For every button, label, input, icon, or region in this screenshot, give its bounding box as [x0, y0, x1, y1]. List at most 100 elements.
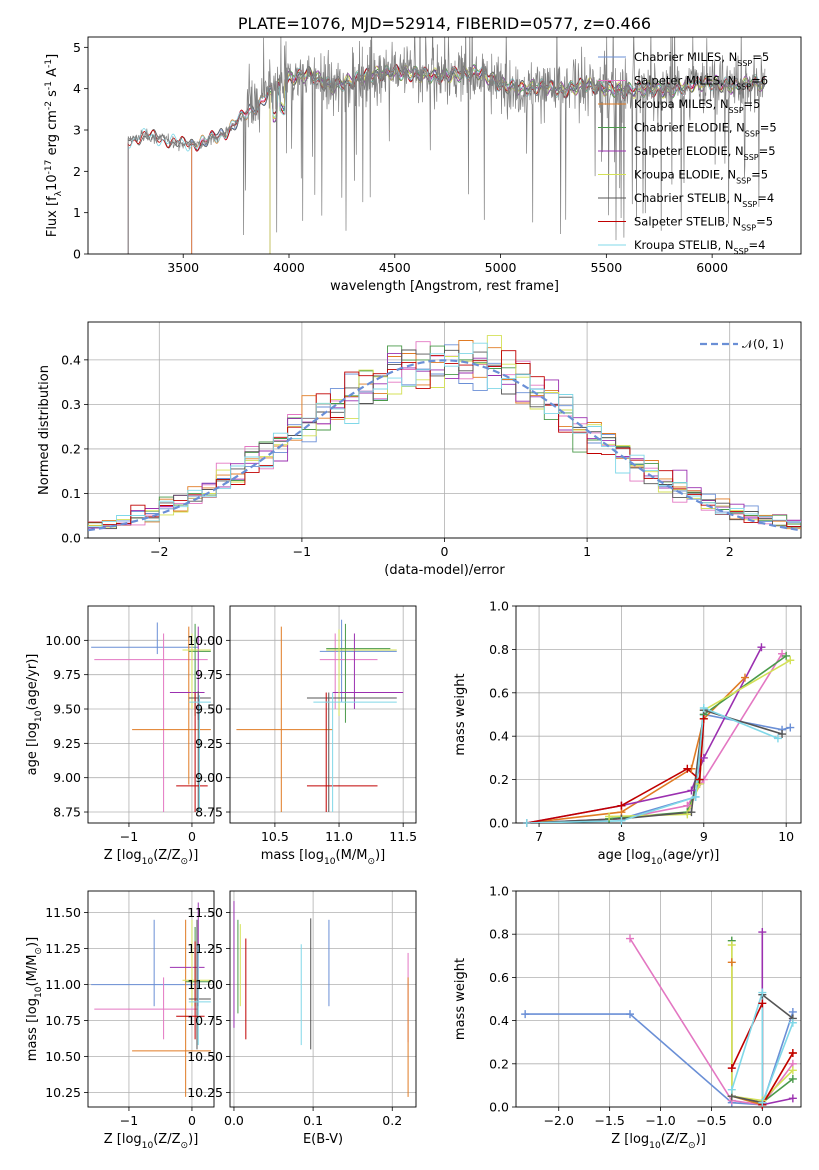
- x-tick-label: 2: [726, 544, 734, 559]
- x-tick-label: 9: [700, 829, 708, 844]
- mass-weight-point: [778, 730, 787, 739]
- mass-weight-point: [727, 1085, 736, 1094]
- y-tick-label: 0: [73, 247, 81, 262]
- y-tick-label: 10.50: [45, 1049, 81, 1064]
- y-tick-label: 0.6: [489, 685, 509, 700]
- axes-frame: [229, 890, 417, 1108]
- x-axis-label: Z [log10(Z/Z⊙)]: [104, 848, 199, 867]
- y-tick-label: 0.8: [489, 927, 509, 942]
- mass-weight-point: [699, 753, 708, 762]
- x-tick-label: 11.0: [325, 829, 353, 844]
- legend-entry: Salpeter MILES, NSSP=6: [634, 74, 768, 92]
- gaussian-legend: 𝒩(0, 1): [700, 337, 784, 351]
- axes-frame: [515, 605, 802, 824]
- y-tick-label: 10.25: [187, 1085, 223, 1100]
- residuals-panel: −2 −1 0 1 2 0.0 0.1 0.2 0.3 0.4 (data-model)/error…: [37, 321, 802, 578]
- mass-weight-line: [731, 992, 794, 1103]
- legend-entry: Chabrier STELIB, NSSP=4: [634, 191, 774, 209]
- x-axis-label: Z [log10(Z/Z⊙)]: [104, 1132, 199, 1151]
- mass-weight-point: [788, 1066, 797, 1075]
- axes-frame: [87, 605, 215, 824]
- gaussian-curve: [88, 359, 801, 532]
- mass-weight-point: [778, 649, 787, 658]
- mass-weight-point: [605, 812, 614, 821]
- mass-weight-point: [788, 1094, 797, 1103]
- mass-weight-line: [526, 706, 779, 823]
- x-tick-label: −1.0: [645, 1113, 675, 1128]
- y-tick-label: 10.00: [187, 633, 223, 648]
- x-tick-label: −0.5: [696, 1113, 726, 1128]
- mass-weight-point: [522, 819, 531, 827]
- y-tick-label: 2: [73, 164, 81, 179]
- x-tick-label: −1: [120, 1113, 138, 1128]
- y-axis-label: Flux [fλ10-17 erg cm-2 s-1 A-1]: [44, 54, 64, 237]
- mass-weight-line: [731, 945, 794, 1102]
- mass-weight-point: [758, 999, 767, 1008]
- mass-weight-point: [521, 1010, 530, 1019]
- y-tick-label: 9.25: [53, 736, 81, 751]
- x-axis-label: E(B-V): [303, 1132, 343, 1147]
- mass-weight-point: [683, 764, 692, 773]
- y-tick-label: 9.00: [53, 770, 81, 785]
- mass-weight-point: [687, 808, 696, 817]
- legend-entry: Chabrier MILES, NSSP=5: [634, 50, 769, 68]
- mass-weight-point: [691, 792, 700, 801]
- y-tick-label: 4: [73, 81, 81, 96]
- legend-entry: Kroupa STELIB, NSSP=4: [634, 238, 765, 256]
- y-tick-label: 0.2: [489, 1056, 509, 1071]
- weight-vs-age-panel: 7 8 9 10 0.0 0.2 0.4 0.6 0.8 1.0 age [log10(age/yr…: [453, 599, 802, 867]
- mass-weight-point: [727, 1064, 736, 1073]
- y-tick-label: 1: [73, 205, 81, 220]
- x-tick-label: 0.0: [224, 1113, 244, 1128]
- legend-entry: Kroupa MILES, NSSP=5: [634, 97, 760, 115]
- mass-weight-point: [758, 928, 767, 937]
- y-tick-label: 0.4: [61, 352, 81, 367]
- axes-frame: [87, 890, 215, 1108]
- mass-weight-line: [609, 655, 787, 820]
- y-tick-label: 11.50: [45, 905, 81, 920]
- age-vs-Z-panel: −1 0 8.75 9.00 9.25 9.50 9.75 10.00 Z [log10(Z/Z…: [25, 605, 215, 867]
- residual-histogram: [88, 342, 801, 528]
- legend-entry: Salpeter STELIB, NSSP=5: [634, 215, 773, 233]
- mass-weight-point: [683, 810, 692, 819]
- y-tick-label: 10.00: [45, 633, 81, 648]
- x-tick-label: 11.5: [389, 829, 417, 844]
- y-tick-label: 8.75: [53, 805, 81, 820]
- mass-weight-point: [626, 1010, 634, 1019]
- y-tick-label: 0.3: [61, 397, 81, 412]
- mass-weight-line: [526, 677, 746, 823]
- legend-entry: 𝒩(0, 1): [742, 337, 784, 351]
- y-tick-label: 0.1: [61, 486, 81, 501]
- x-tick-label: 4000: [273, 260, 305, 275]
- y-tick-label: 9.75: [53, 667, 81, 682]
- x-tick-label: 4500: [379, 260, 411, 275]
- mass-vs-EBV-panel: 0.0 0.1 0.2 10.25 10.50 10.75 11.00 11.25 11.50 E…: [187, 890, 417, 1147]
- x-tick-label: 0.0: [752, 1113, 772, 1128]
- mass-weight-line: [526, 713, 791, 823]
- y-tick-label: 1.0: [489, 599, 509, 614]
- y-tick-label: 0.2: [61, 441, 81, 456]
- x-tick-label: 7: [535, 829, 543, 844]
- chart-title: PLATE=1076, MJD=52914, FIBERID=0577, z=0…: [238, 14, 651, 33]
- spectrum-legend: Chabrier MILES, NSSP=5 Salpeter MILES, NS…: [598, 50, 777, 256]
- y-tick-label: 11.00: [45, 977, 81, 992]
- mass-weight-point: [687, 786, 696, 795]
- y-tick-label: 9.00: [195, 770, 223, 785]
- y-tick-label: 1.0: [489, 884, 509, 899]
- y-tick-label: 0.4: [489, 1013, 509, 1028]
- legend-entry: Kroupa ELODIE, NSSP=5: [634, 168, 768, 186]
- y-tick-label: 10.75: [187, 1013, 223, 1028]
- y-tick-label: 0.6: [489, 970, 509, 985]
- mass-weight-point: [788, 1049, 797, 1057]
- age-vs-mass-panel: 10.5 11.0 11.5 8.75 9.00 9.25 9.50 9.75 10.00 mas…: [187, 605, 417, 867]
- y-tick-label: 10.50: [187, 1049, 223, 1064]
- y-tick-label: 0.2: [489, 772, 509, 787]
- y-axis-label: mass [log10(M/M⊙)]: [25, 937, 44, 1061]
- axes-frame: [87, 321, 802, 539]
- y-tick-label: 10.75: [45, 1013, 81, 1028]
- legend-entry: Chabrier ELODIE, NSSP=5: [634, 121, 777, 139]
- mass-weight-point: [773, 734, 782, 743]
- x-tick-label: 0: [188, 1113, 196, 1128]
- mass-weight-point: [758, 988, 767, 997]
